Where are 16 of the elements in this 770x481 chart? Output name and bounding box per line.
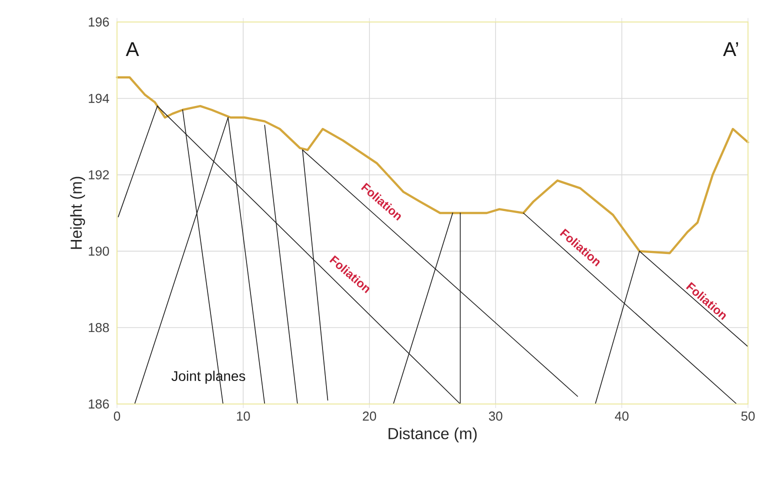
x-axis-title: Distance (m) <box>388 428 477 442</box>
x-tick-label: 20 <box>362 412 376 421</box>
x-tick-label: 40 <box>614 412 629 421</box>
y-tick-label: 186 <box>88 399 109 409</box>
y-axis-title: Height (m) <box>70 176 86 249</box>
x-tick-label: 10 <box>236 412 250 421</box>
y-tick-label: 188 <box>88 323 109 332</box>
x-tick-label: 50 <box>741 412 755 421</box>
y-tick-label: 196 <box>88 17 109 27</box>
annotation: A <box>126 42 140 56</box>
y-tick-label: 194 <box>88 94 110 103</box>
annotation: A’ <box>723 42 738 56</box>
y-tick-label: 190 <box>88 246 109 256</box>
y-tick-label: 192 <box>88 170 109 180</box>
x-tick-label: 0 <box>114 412 120 421</box>
x-tick-label: 30 <box>488 412 502 421</box>
